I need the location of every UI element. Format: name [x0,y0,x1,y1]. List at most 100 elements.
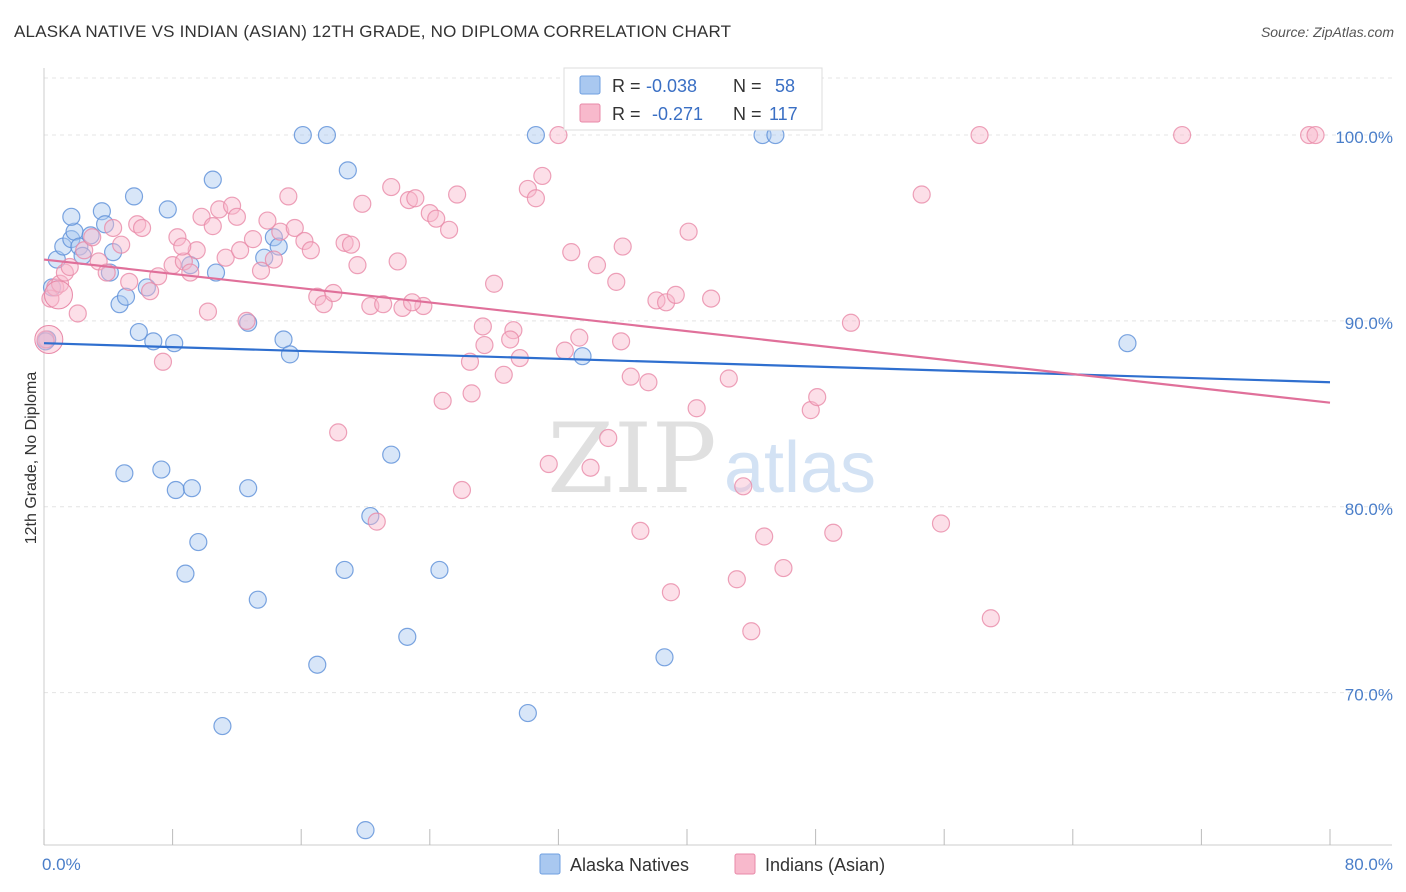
x-tick-label: 0.0% [42,855,81,874]
point-indians-asian [581,458,600,477]
point-alaska-natives [158,200,177,219]
legend-swatch-indian [579,103,601,123]
point-alaska-natives [152,460,171,479]
point-alaska-natives [189,532,208,552]
point-indians-asian [43,280,73,310]
point-alaska-natives [655,648,674,667]
tick-labels: 100.0% 90.0% 80.0% 70.0% 0.0% 80.0% [42,128,1393,874]
point-indians-asian [570,328,589,347]
point-alaska-natives [129,322,148,342]
point-indians-asian [462,384,481,403]
legend-n-label-alaska: N = [733,76,762,96]
point-indians-asian [271,222,290,241]
point-alaska-natives [110,295,129,314]
point-indians-asian [75,241,94,260]
point-indians-asian [382,177,401,197]
point-alaska-natives [115,464,134,483]
point-indians-asian [295,231,314,251]
point-indians-asian [727,570,746,589]
bottom-legend-label-indian: Indians (Asian) [765,855,885,875]
point-indians-asian [613,237,632,256]
point-indians-asian [555,341,574,360]
point-indians-asian [661,583,681,602]
point-alaska-natives [356,821,375,840]
point-indians-asian [755,527,774,546]
point-indians-asian [251,261,271,280]
point-indians-asian [808,387,827,407]
point-alaska-natives [1118,334,1137,353]
point-alaska-natives [248,590,267,609]
trend-line-indians-asian [43,258,1331,404]
bottom-legend-swatch-indian [734,853,756,875]
point-indians-asian [475,335,494,355]
point-indians-asian [501,330,520,349]
point-indians-asian [264,250,283,269]
point-alaska-natives [124,187,144,206]
point-indians-asian [452,480,472,500]
point-indians-asian [679,222,698,241]
point-indians-asian [485,274,504,293]
point-indians-asian [599,428,618,448]
point-indians-asian [734,477,753,496]
point-indians-asian [83,228,102,247]
point-indians-asian [132,218,152,238]
legend-r-value-alaska: -0.038 [646,76,697,96]
point-indians-asian [181,263,200,282]
watermark-zip: ZIP [547,403,716,515]
point-indians-asian [140,282,160,301]
y-tick-label: 80.0% [1345,500,1393,519]
point-alaska-natives [280,345,300,364]
point-indians-asian [1306,125,1325,145]
point-indians-asian [168,228,187,247]
point-indians-asian [198,302,218,321]
point-indians-asian [719,369,738,388]
point-indians-asian [341,235,361,254]
point-alaska-natives [308,655,327,674]
point-indians-asian [702,289,721,308]
point-indians-asian [279,187,298,206]
point-indians-asian [335,233,354,252]
point-indians-asian [460,352,480,371]
point-indians-asian [153,352,173,371]
point-indians-asian [433,391,452,410]
bottom-legend: Alaska Natives Indians (Asian) [539,853,885,875]
trend-lines [43,258,1331,404]
point-alaska-natives [518,703,537,723]
point-indians-asian [227,207,246,226]
point-indians-asian [104,218,123,238]
point-alaska-natives [62,207,81,226]
point-indians-asian [549,125,568,145]
grid-lines [44,77,1392,694]
point-indians-asian [526,189,545,208]
point-alaska-natives [239,479,258,498]
point-indians-asian [34,324,64,354]
point-indians-asian [448,185,467,204]
chart-title: ALASKA NATIVE VS INDIAN (ASIAN) 12TH GRA… [14,22,732,41]
point-indians-asian [639,373,658,392]
point-indians-asian [539,454,558,474]
point-alaska-natives [293,125,312,145]
point-indians-asian [1173,125,1192,145]
point-alaska-natives [526,125,545,145]
point-indians-asian [243,230,263,249]
legend: R = -0.038 N = 58 R = -0.271 N = 117 [563,67,823,131]
point-indians-asian [174,252,193,271]
point-alaska-natives [176,564,195,583]
point-indians-asian [231,241,250,260]
legend-n-value-indian: 117 [769,104,798,124]
point-alaska-natives [573,347,592,366]
y-tick-label: 100.0% [1335,128,1393,147]
point-indians-asian [473,317,492,336]
point-alaska-natives [338,161,357,180]
point-indians-asian [173,237,192,256]
point-indians-asian [68,304,87,323]
point-indians-asian [149,267,168,286]
legend-swatch-alaska [579,75,601,95]
point-indians-asian [439,220,459,239]
point-indians-asian [216,248,235,267]
legend-r-label-indian: R = [612,104,641,124]
point-indians-asian [97,263,116,282]
point-indians-asian [562,243,581,262]
legend-r-value-indian: -0.271 [652,104,703,124]
watermark-atlas: atlas [724,428,876,508]
